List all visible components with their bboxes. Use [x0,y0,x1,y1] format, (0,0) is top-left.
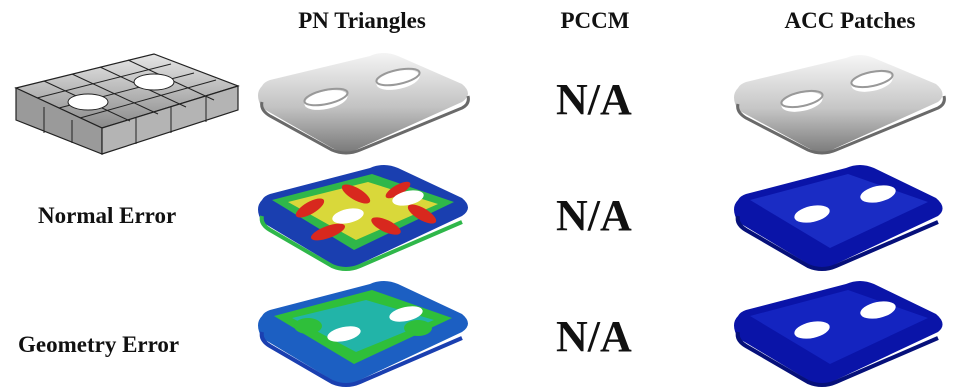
pccm-na-geometry-error: N/A [556,312,632,361]
column-header-acc-patches: ACC Patches [784,8,916,33]
acc-patches-geometry-error-render [734,281,943,387]
row-label-normal-error: Normal Error [38,203,177,228]
acc-patches-surface-render [734,55,946,155]
acc-patches-normal-error-render [734,165,943,271]
column-header-pccm: PCCM [560,8,630,33]
pn-triangles-normal-error-render [258,165,468,271]
pccm-na-surface: N/A [556,75,632,124]
pn-triangles-surface-render [258,53,470,155]
pccm-na-normal-error: N/A [556,191,632,240]
control-mesh-render [14,53,240,155]
row-label-geometry-error: Geometry Error [18,332,180,357]
column-header-pn-triangles: PN Triangles [298,8,426,33]
pn-triangles-geometry-error-render [258,281,468,387]
